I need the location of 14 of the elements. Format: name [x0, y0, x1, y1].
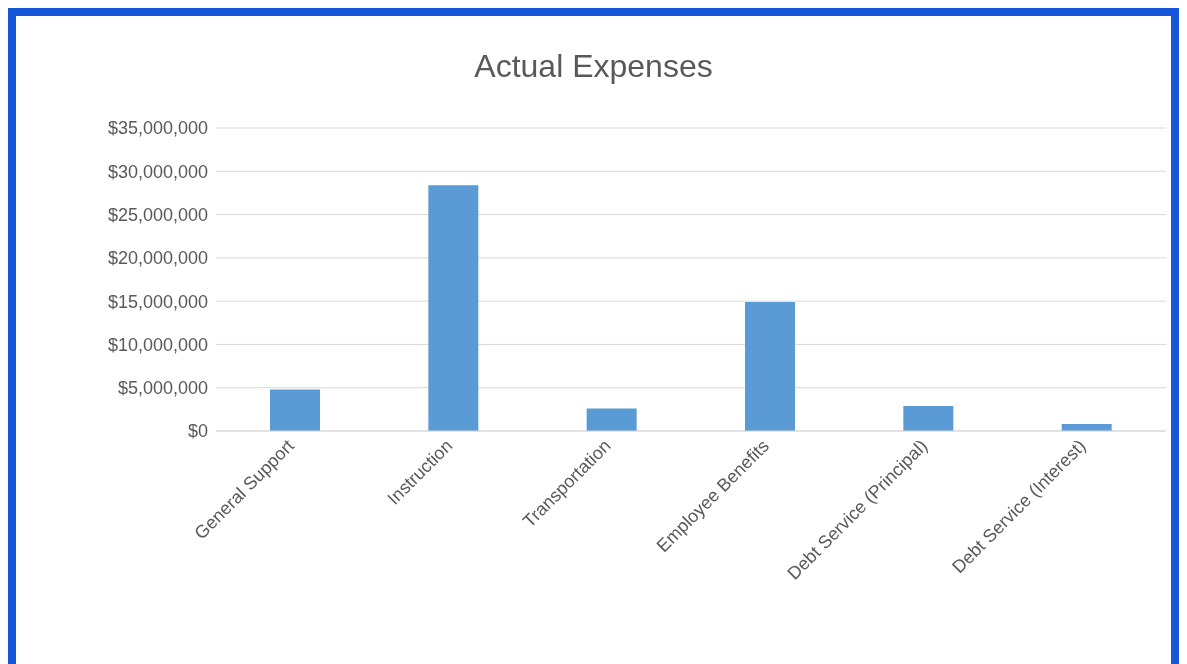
bar: [586, 408, 637, 431]
y-tick-label: $0: [187, 421, 208, 442]
y-tick-label: $20,000,000: [107, 248, 208, 269]
y-tick-label: $15,000,000: [107, 291, 208, 312]
y-tick-label: $10,000,000: [107, 334, 208, 355]
y-tick-label: $35,000,000: [107, 118, 208, 139]
bar: [903, 405, 954, 431]
y-tick-label: $25,000,000: [107, 204, 208, 225]
bar: [428, 185, 479, 431]
chart-title: Actual Expenses: [473, 48, 714, 85]
y-tick-label: $30,000,000: [107, 161, 208, 182]
bar: [270, 389, 320, 431]
y-tick-label: $5,000,000: [117, 378, 208, 399]
bar: [745, 302, 795, 431]
